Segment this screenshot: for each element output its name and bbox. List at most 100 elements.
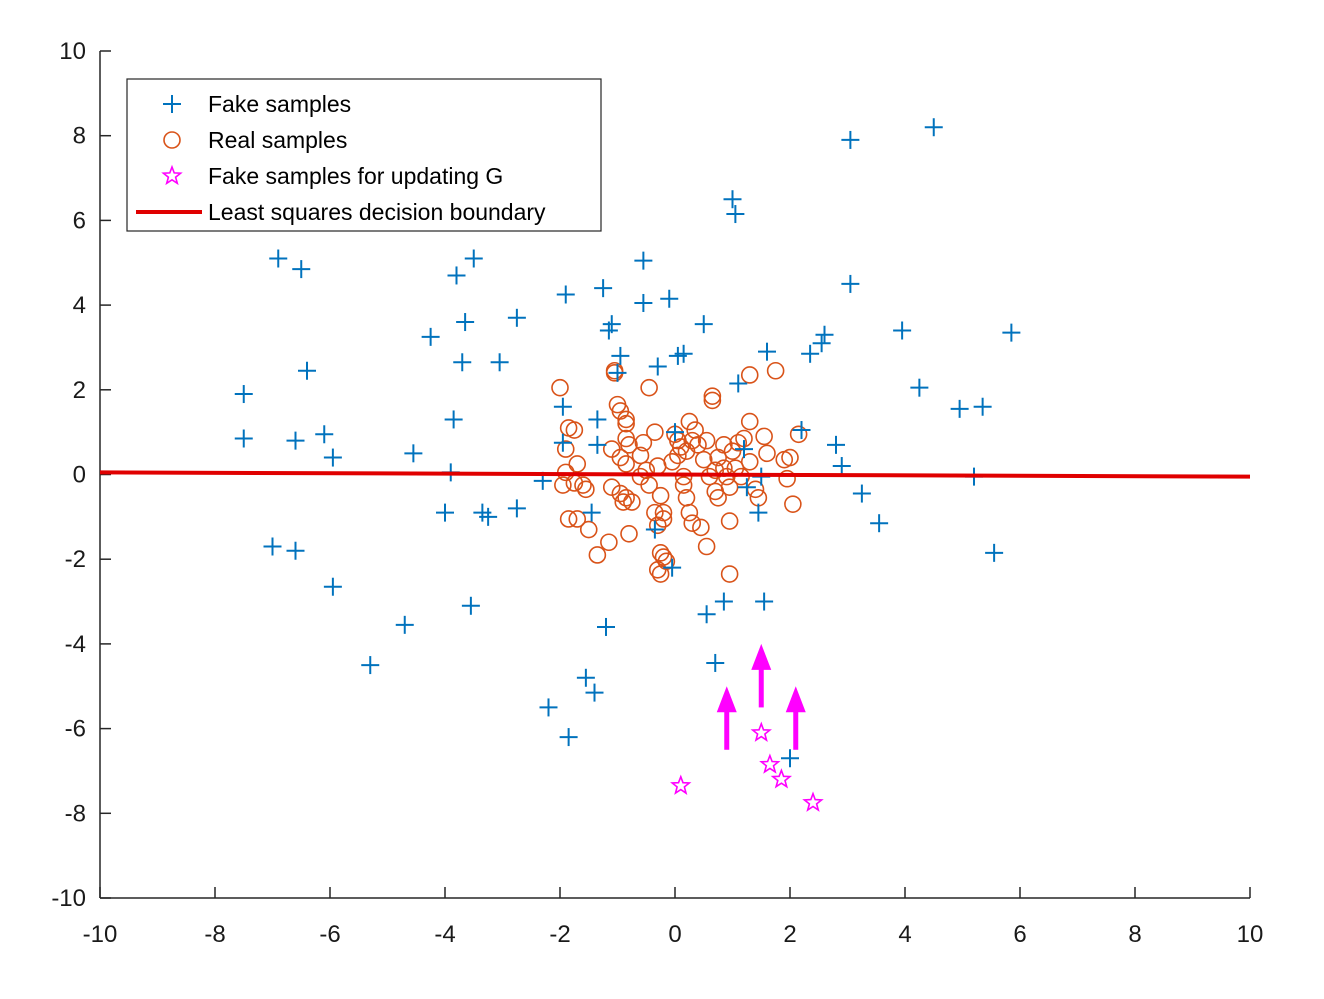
fake-sample-point — [985, 543, 1004, 562]
x-tick-label: 0 — [668, 921, 681, 948]
legend-marker-fake — [163, 95, 181, 113]
update-arrow — [716, 686, 737, 750]
real-sample-point — [758, 444, 776, 463]
real-sample-point — [784, 495, 802, 513]
fake-sample-point — [950, 399, 969, 418]
update-sample-point — [750, 721, 772, 742]
real-sample-point — [651, 565, 670, 583]
fake-sample-point — [841, 274, 860, 293]
fake-sample-point — [697, 605, 716, 624]
fake-sample-point — [726, 205, 745, 224]
update-arrow — [785, 686, 806, 750]
fake-sample-point — [286, 541, 305, 560]
fake-sample-point — [361, 656, 380, 675]
real-sample-point — [755, 427, 773, 446]
real-sample-point — [651, 486, 670, 505]
fake-sample-point — [648, 357, 667, 376]
fake-sample-point — [507, 499, 526, 518]
fake-sample-point — [812, 334, 831, 353]
plot-area — [99, 118, 1251, 812]
real-sample-point — [720, 478, 739, 497]
real-sample-point — [551, 378, 569, 397]
fake-sample-point — [597, 617, 615, 636]
fake-sample-point — [910, 378, 929, 397]
axes: -10 -8 -6 -4 -2 0 2 4 6 8 10 -10 -8 -6 -4 -2 0 2 4 6 8 10 — [51, 38, 1263, 948]
real-sample-point — [778, 469, 796, 488]
real-sample-point — [706, 461, 725, 480]
real-sample-point — [740, 452, 759, 471]
real-sample-point — [694, 450, 713, 469]
legend-box — [126, 78, 602, 232]
y-tick-label: 8 — [73, 123, 86, 150]
real-sample-point — [620, 436, 638, 454]
fake-sample-point — [801, 344, 820, 363]
y-tick-label: -10 — [51, 885, 86, 912]
real-sample-point — [617, 488, 635, 507]
real-sample-point — [617, 410, 635, 429]
x-tick-label: -10 — [83, 921, 118, 948]
y-tick-label: -6 — [65, 716, 86, 743]
fake-sample-point — [461, 596, 480, 615]
real-sample-point — [674, 467, 693, 486]
y-tick-label: -8 — [65, 800, 86, 827]
real-sample-point — [669, 446, 687, 465]
fake-sample-point — [447, 266, 466, 285]
real-sample-point — [568, 455, 587, 473]
fake-sample-point — [553, 433, 572, 452]
fake-sample-point — [464, 249, 483, 268]
real-sample-point — [611, 484, 630, 503]
real-sample-point — [720, 512, 739, 530]
fake-sample-point — [553, 397, 572, 416]
x-tick-label: -4 — [434, 921, 455, 948]
fake-sample-point — [694, 315, 713, 334]
real-sample-point — [766, 361, 785, 380]
fake-sample-point — [588, 410, 607, 429]
real-sample-point — [789, 425, 808, 444]
fake-sample-point — [758, 342, 776, 361]
real-sample-point — [600, 533, 618, 552]
fake-sample-point — [815, 325, 834, 344]
real-sample-point — [617, 455, 635, 473]
fake-sample-point — [395, 615, 414, 634]
fake-sample-point — [602, 315, 621, 334]
update-sample-point — [759, 753, 781, 774]
real-sample-point — [588, 546, 607, 564]
fake-sample-point — [490, 353, 509, 372]
fake-sample-point — [323, 577, 342, 596]
y-tick-label: 4 — [73, 292, 86, 319]
fake-sample-point — [735, 440, 753, 459]
fake-sample-point — [323, 448, 342, 467]
real-sample-point — [559, 510, 578, 528]
fake-sample-point — [666, 423, 684, 442]
real-sample-point — [689, 436, 707, 454]
real-sample-point — [720, 565, 739, 583]
x-tick-label: 10 — [1237, 921, 1264, 948]
real-sample-point — [648, 516, 667, 535]
x-tick-label: 6 — [1013, 921, 1026, 948]
x-tick-label: -8 — [204, 921, 225, 948]
real-sample-point — [623, 493, 641, 511]
real-sample-point — [729, 433, 748, 452]
fake-sample-point — [634, 293, 653, 312]
real-sample-point — [683, 431, 702, 450]
arrow-head — [716, 686, 737, 713]
y-tick-label: -4 — [65, 631, 86, 658]
fake-sample-point — [608, 363, 627, 382]
arrow-head — [785, 686, 806, 713]
fake-sample-point — [539, 698, 558, 717]
y-tick-label: 10 — [59, 38, 86, 65]
fake-sample-point — [634, 251, 653, 270]
y-tick-label: 2 — [73, 377, 86, 404]
legend-marker-update — [161, 164, 183, 186]
real-sample-point — [674, 476, 693, 494]
real-sample-point — [565, 421, 584, 439]
fake-sample-point — [315, 425, 334, 444]
fake-sample-point — [663, 558, 682, 577]
fake-sample-point — [792, 421, 811, 440]
fake-sample-point — [507, 308, 526, 327]
fake-sample-point — [729, 374, 748, 393]
fake-sample-point — [585, 683, 604, 702]
fake-sample-point — [723, 190, 742, 209]
real-sample-point — [631, 446, 650, 465]
